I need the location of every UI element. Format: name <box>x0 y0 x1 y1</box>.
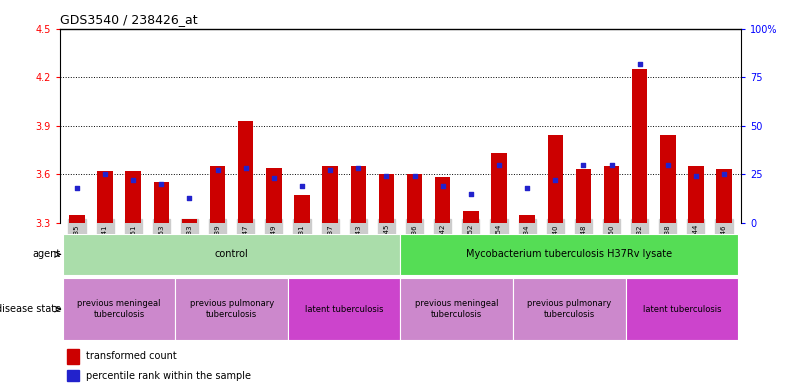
Bar <box>688 166 703 223</box>
Text: transformed count: transformed count <box>86 351 177 361</box>
Bar <box>67 349 79 364</box>
Point <box>296 183 308 189</box>
Bar <box>548 136 563 223</box>
Bar <box>604 166 619 223</box>
Text: control: control <box>215 249 248 260</box>
Text: latent tuberculosis: latent tuberculosis <box>642 305 721 314</box>
Point <box>99 171 111 177</box>
Bar <box>288 278 400 340</box>
Point <box>521 185 533 191</box>
Point <box>465 190 477 197</box>
Bar <box>63 234 400 275</box>
Text: Mycobacterium tuberculosis H37Rv lysate: Mycobacterium tuberculosis H37Rv lysate <box>466 249 672 260</box>
Point <box>718 171 731 177</box>
Point <box>183 194 196 200</box>
Bar <box>238 121 253 223</box>
Point <box>437 183 449 189</box>
Bar <box>154 182 169 223</box>
Bar <box>63 278 175 340</box>
Bar <box>716 169 732 223</box>
Text: agent: agent <box>32 249 61 260</box>
Point <box>352 166 364 172</box>
Text: percentile rank within the sample: percentile rank within the sample <box>86 371 251 381</box>
Bar <box>67 370 79 381</box>
Bar <box>407 174 422 223</box>
Text: GDS3540 / 238426_at: GDS3540 / 238426_at <box>60 13 198 26</box>
Text: previous meningeal
tuberculosis: previous meningeal tuberculosis <box>78 300 161 319</box>
Point <box>549 177 562 183</box>
Point <box>380 173 392 179</box>
Text: previous pulmonary
tuberculosis: previous pulmonary tuberculosis <box>527 300 611 319</box>
Point <box>662 161 674 167</box>
Text: latent tuberculosis: latent tuberculosis <box>305 305 384 314</box>
Point <box>155 181 167 187</box>
Bar <box>266 168 282 223</box>
Bar <box>660 136 675 223</box>
Bar <box>379 174 394 223</box>
Text: previous pulmonary
tuberculosis: previous pulmonary tuberculosis <box>190 300 274 319</box>
Bar <box>513 278 626 340</box>
Point <box>324 167 336 174</box>
Bar <box>126 171 141 223</box>
Point <box>211 167 224 174</box>
Bar <box>519 215 535 223</box>
Point <box>634 61 646 67</box>
Bar <box>400 234 738 275</box>
Bar <box>210 166 225 223</box>
Text: previous meningeal
tuberculosis: previous meningeal tuberculosis <box>415 300 498 319</box>
Bar <box>463 212 478 223</box>
Bar <box>175 278 288 340</box>
Text: disease state: disease state <box>0 304 61 314</box>
Bar <box>294 195 310 223</box>
Bar <box>351 166 366 223</box>
Point <box>690 173 702 179</box>
Point <box>127 177 139 183</box>
Bar <box>435 177 450 223</box>
Point <box>409 173 421 179</box>
Bar <box>626 278 738 340</box>
Bar <box>182 220 197 223</box>
Bar <box>576 169 591 223</box>
Bar <box>491 153 507 223</box>
Bar <box>323 166 338 223</box>
Bar <box>632 69 647 223</box>
Point <box>605 161 618 167</box>
Bar <box>69 215 85 223</box>
Point <box>268 175 280 181</box>
Point <box>493 161 505 167</box>
Point <box>577 161 590 167</box>
Bar <box>98 171 113 223</box>
Bar <box>400 278 513 340</box>
Point <box>70 185 83 191</box>
Point <box>239 166 252 172</box>
